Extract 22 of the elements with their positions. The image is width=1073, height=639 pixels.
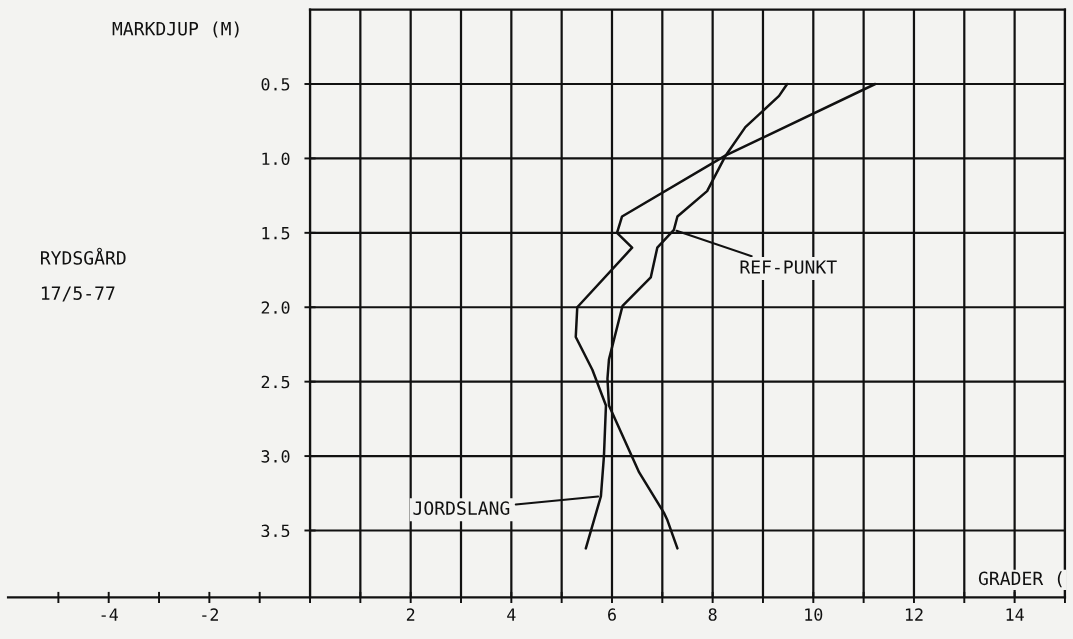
x-tick-label: 12 [905, 608, 923, 621]
y-tick-label: 3.0 [261, 450, 290, 463]
annotation: JORDSLANG [413, 501, 510, 515]
y-axis-title: MARKDJUP (M) [112, 21, 239, 38]
text: RYDSGÅRD [41, 247, 126, 265]
y-tick-label: 1.0 [262, 152, 290, 166]
x-axis-title: GRADER ( [978, 571, 1062, 588]
x-tick-label: 4 [507, 608, 516, 621]
y-tick-label: 2.0 [261, 301, 290, 314]
x-tick-label: 14 [1006, 608, 1024, 621]
text: 17/5-77 [41, 286, 115, 302]
y-tick-label: 2.5 [261, 375, 290, 389]
x-tick-label: -2 [202, 608, 218, 621]
annotation: REF-PUNKT [740, 260, 837, 274]
x-tick-label: 6 [608, 608, 616, 621]
x-tick-label: -4 [101, 608, 118, 621]
x-tick-label: 8 [708, 608, 717, 621]
x-tick-label: 2 [406, 608, 415, 621]
x-tick-label: 10 [805, 608, 823, 621]
y-tick-label: 3.5 [261, 524, 290, 538]
y-tick-label: 1.5 [262, 227, 290, 240]
y-tick-label: 0.5 [261, 78, 290, 91]
